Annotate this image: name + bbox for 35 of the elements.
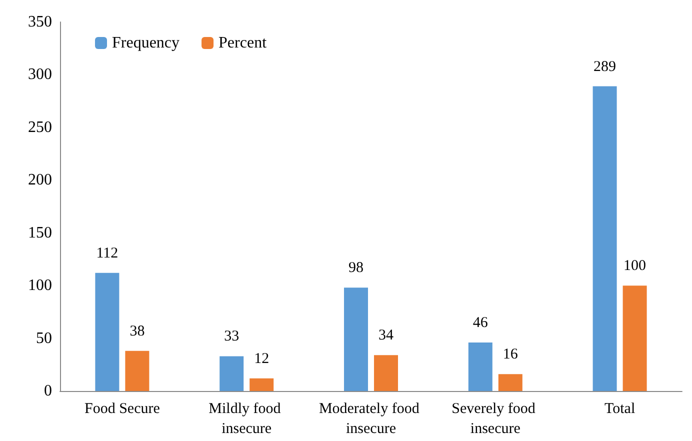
data-label: 16	[502, 346, 518, 363]
x-tick-label: Food Secure	[84, 401, 160, 417]
data-label: 289	[594, 58, 616, 75]
legend-label: Frequency	[112, 34, 180, 52]
data-label: 100	[624, 258, 646, 274]
data-label: 38	[130, 323, 145, 340]
y-tick-label: 350	[28, 14, 52, 30]
bar	[125, 350, 150, 391]
bar	[622, 286, 647, 391]
bar	[592, 86, 617, 391]
data-label: 12	[254, 350, 270, 367]
y-tick-label: 150	[28, 224, 52, 242]
bar	[374, 355, 398, 391]
y-tick-label: 100	[28, 277, 52, 294]
x-tick-label: Severely food insecure	[452, 401, 540, 437]
data-label: 98	[348, 260, 364, 276]
bar	[220, 356, 244, 391]
y-tick-label: 200	[28, 172, 52, 189]
data-label: 112	[96, 245, 118, 262]
y-tick-label: 50	[36, 330, 52, 347]
y-tick-label: 250	[28, 118, 52, 136]
data-label: 46	[472, 315, 488, 332]
y-tick-label: 300	[28, 66, 52, 84]
bar	[95, 272, 120, 391]
x-tick-label: Moderately food insecure	[318, 401, 424, 437]
bar	[498, 374, 522, 391]
legend-label: Percent	[218, 34, 268, 52]
bar	[250, 378, 274, 391]
data-label: 33	[224, 328, 240, 345]
y-tick-label: 0	[44, 382, 52, 400]
x-tick-label: Total	[604, 401, 636, 417]
bar	[344, 288, 368, 391]
bar	[468, 342, 492, 391]
data-label: 34	[378, 328, 394, 344]
x-tick-label: Mildly food insecure	[208, 401, 285, 437]
